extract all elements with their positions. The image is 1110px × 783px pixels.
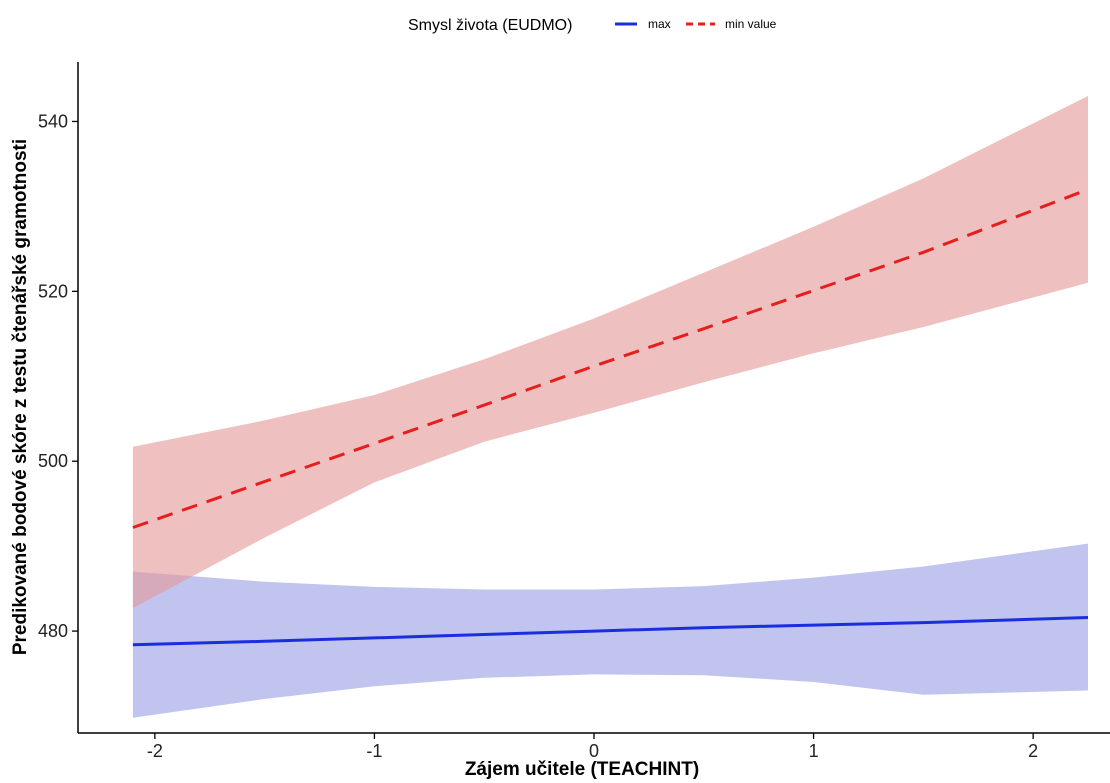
x-tick-label: -2 — [147, 741, 163, 761]
x-axis-title: Zájem učitele (TEACHINT) — [465, 759, 699, 780]
confidence-ribbons — [132, 96, 1088, 718]
legend-label-max: max — [648, 17, 671, 31]
y-axis-ticks: 480 500 520 540 — [38, 111, 78, 641]
x-tick-label: -1 — [366, 741, 382, 761]
y-tick-label: 500 — [38, 451, 68, 471]
series-line-max — [132, 616, 1089, 647]
legend: Smysl života (EUDMO) max min value — [408, 17, 777, 34]
x-axis-ticks: -2 -1 0 1 2 — [147, 733, 1038, 761]
x-tick-label: 0 — [589, 741, 599, 761]
x-tick-label: 1 — [809, 741, 819, 761]
legend-title: Smysl života (EUDMO) — [408, 17, 572, 34]
y-axis-title: Predikované bodové skóre z testu čtenářs… — [10, 139, 31, 655]
y-tick-label: 540 — [38, 111, 68, 131]
ribbon-min-value — [132, 96, 1088, 609]
y-tick-label: 520 — [38, 281, 68, 301]
y-tick-label: 480 — [38, 621, 68, 641]
series-lines — [132, 187, 1089, 647]
x-tick-label: 2 — [1028, 741, 1038, 761]
legend-label-min-value: min value — [725, 17, 777, 31]
